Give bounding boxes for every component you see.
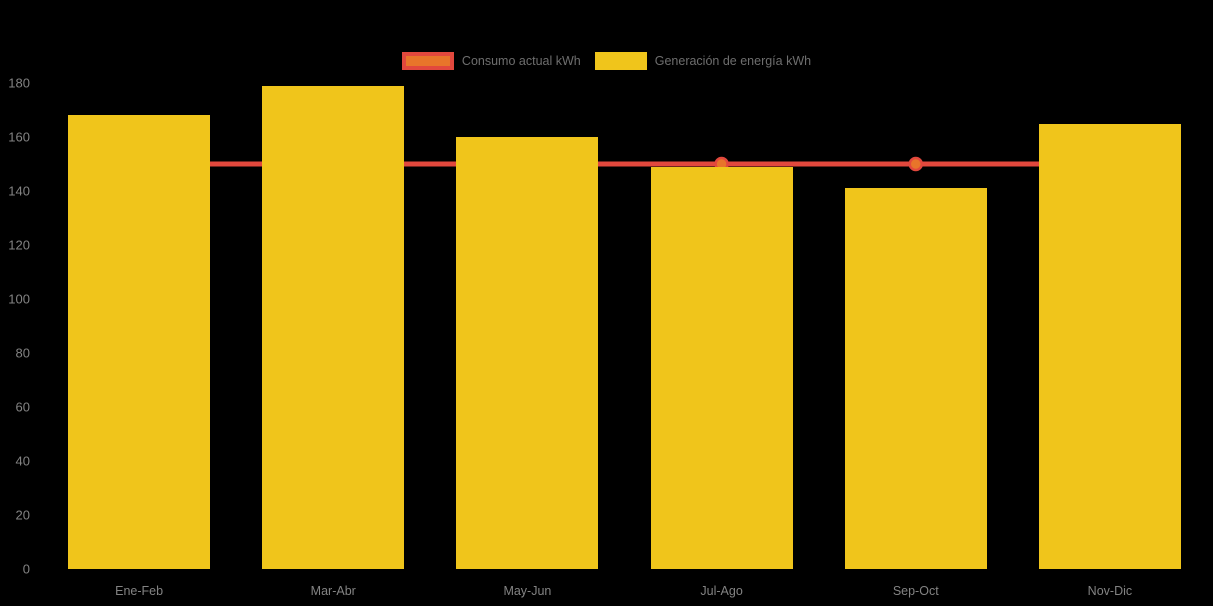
line-point: [908, 156, 923, 172]
plot-area: [42, 83, 1207, 569]
y-tick-label: 160: [8, 129, 30, 145]
y-tick-label: 40: [15, 453, 30, 469]
x-axis-label: Sep-Oct: [892, 584, 939, 598]
y-tick-label: 80: [15, 345, 30, 361]
legend-swatch-line-icon: [401, 52, 454, 70]
bar-Mar-Abr: [262, 85, 405, 569]
legend-label-generacion-energia: Generación de energía kWh: [654, 54, 812, 68]
legend-item-generacion-energia[interactable]: Generación de energía kWh: [594, 52, 812, 70]
bar-Jul-Ago: [650, 166, 793, 569]
bar-May-Jun: [456, 137, 599, 569]
y-tick-label: 140: [8, 183, 30, 199]
line-series: [131, 156, 1118, 172]
bar-Ene-Feb: [68, 115, 211, 569]
x-axis-label: Mar-Abr: [310, 584, 356, 598]
y-tick-label: 180: [8, 75, 30, 91]
x-axis-label: May-Jun: [503, 584, 552, 598]
x-axis-label: Nov-Dic: [1087, 584, 1133, 598]
legend-swatch-bar-icon: [594, 52, 647, 70]
y-tick-label: 60: [15, 399, 30, 415]
y-tick-label: 100: [8, 291, 30, 307]
y-tick-label: 20: [15, 507, 30, 523]
legend: Consumo actual kWh Generación de energía…: [0, 52, 1213, 70]
x-axis-label: Ene-Feb: [115, 584, 164, 598]
bar-Sep-Oct: [844, 188, 987, 569]
y-tick-label: 0: [22, 561, 30, 577]
y-tick-label: 120: [8, 237, 30, 253]
legend-label-consumo-actual: Consumo actual kWh: [461, 54, 581, 68]
x-axis-label: Jul-Ago: [700, 584, 743, 598]
bar-Nov-Dic: [1038, 123, 1181, 569]
legend-item-consumo-actual[interactable]: Consumo actual kWh: [401, 52, 581, 70]
